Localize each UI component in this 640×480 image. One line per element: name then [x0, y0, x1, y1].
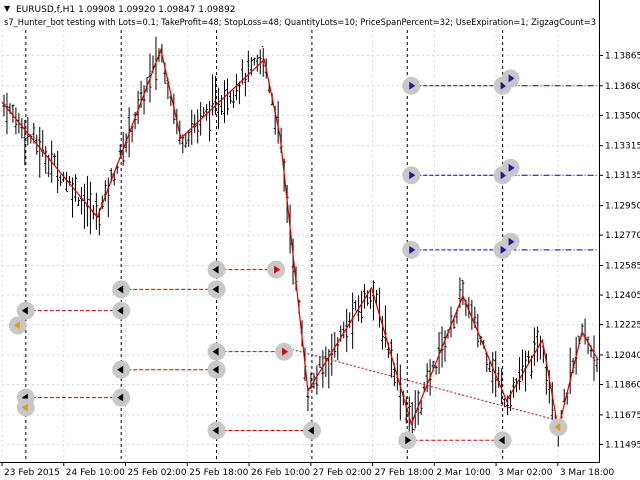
- arrow-left-icon: [554, 423, 561, 432]
- y-tick-label: 1.13315: [605, 142, 640, 152]
- x-tick-label: 27 Feb 18:00: [375, 468, 434, 478]
- arrow-right-icon: [282, 347, 289, 356]
- arrow-right-icon: [274, 265, 281, 274]
- arrow-left-icon: [212, 347, 219, 356]
- arrow-left-icon: [212, 265, 219, 274]
- y-tick-label: 1.11495: [605, 440, 640, 450]
- y-tick-label: 1.12040: [605, 351, 640, 361]
- arrow-left-icon: [13, 321, 20, 330]
- arrow-left-icon: [307, 426, 314, 435]
- arrow-right-icon: [409, 245, 416, 254]
- y-tick-label: 1.11675: [605, 411, 640, 421]
- x-tick-label: 25 Feb 02:00: [128, 468, 187, 478]
- arrow-left-icon: [212, 426, 219, 435]
- expert-info: s7_Hunter_bot testing with Lots=0.1; Tak…: [4, 18, 596, 28]
- arrow-left-icon: [212, 365, 219, 374]
- arrow-right-icon: [405, 436, 412, 445]
- x-tick-label: 25 Feb 18:00: [189, 468, 248, 478]
- arrow-left-icon: [21, 403, 28, 412]
- arrow-right-icon: [409, 171, 416, 180]
- arrow-left-icon: [117, 306, 124, 315]
- y-tick-label: 1.12770: [605, 231, 640, 241]
- arrow-right-icon: [500, 171, 507, 180]
- arrow-right-icon: [500, 245, 507, 254]
- x-axis-ticks: 23 Feb 2015 24 Feb 10:00 25 Feb 02:00 25 Fe…: [1, 462, 615, 478]
- arrow-left-icon: [117, 393, 124, 402]
- collapse-icon[interactable]: ▼: [4, 4, 11, 13]
- y-tick-label: 1.13500: [605, 111, 640, 121]
- arrow-right-icon: [508, 163, 515, 172]
- x-tick-label: 27 Feb 02:00: [313, 468, 372, 478]
- arrow-right-icon: [508, 74, 515, 83]
- x-tick-label: 2 Mar 10:00: [436, 468, 491, 478]
- trend-line: [287, 347, 559, 422]
- arrow-left-icon: [117, 285, 124, 294]
- y-axis-ticks: 1.13865 1.13680 1.13500 1.13315 1.13135 1.129…: [599, 51, 640, 450]
- y-tick-label: 1.12225: [605, 321, 640, 331]
- arrow-left-icon: [21, 306, 28, 315]
- zigzag: [1, 47, 599, 429]
- order-lines: [25, 85, 598, 441]
- x-tick-label: 23 Feb 2015: [4, 468, 60, 478]
- arrow-left-icon: [212, 285, 219, 294]
- y-tick-label: 1.12950: [605, 202, 640, 212]
- arrow-left-icon: [498, 436, 505, 445]
- y-tick-label: 1.13135: [605, 171, 640, 181]
- y-tick-label: 1.11860: [605, 381, 640, 391]
- zigzag-line: [1, 47, 599, 429]
- y-tick-label: 1.12585: [605, 262, 640, 272]
- symbol-info: EURUSD,f,H1 1.09908 1.09920 1.09847 1.09…: [16, 5, 235, 15]
- y-tick-label: 1.12405: [605, 291, 640, 301]
- order-markers[interactable]: [8, 69, 568, 450]
- arrow-right-icon: [409, 81, 416, 90]
- x-tick-label: 3 Mar 02:00: [498, 468, 553, 478]
- x-tick-label: 24 Feb 10:00: [66, 468, 125, 478]
- y-tick-label: 1.13680: [605, 82, 640, 92]
- arrow-left-icon: [117, 365, 124, 374]
- x-tick-label: 3 Mar 18:00: [560, 468, 615, 478]
- arrow-right-icon: [500, 81, 507, 90]
- arrow-right-icon: [508, 237, 515, 246]
- x-tick-label: 26 Feb 10:00: [251, 468, 310, 478]
- y-tick-label: 1.13865: [605, 51, 640, 61]
